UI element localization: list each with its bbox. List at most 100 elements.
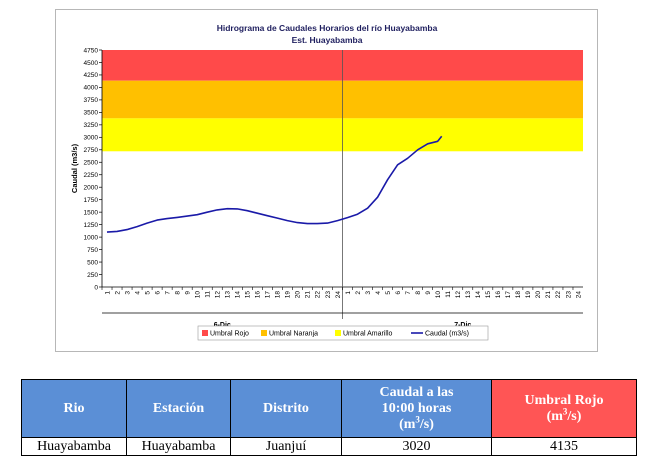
x-tick-label: 2 — [355, 291, 362, 295]
y-tick-label: 750 — [87, 247, 98, 254]
chart-legend: Umbral Rojo Umbral Naranja Umbral Amarillo… — [197, 325, 489, 341]
x-tick-label: 5 — [144, 291, 151, 295]
x-tick-label: 13 — [465, 291, 472, 299]
y-axis-label: Caudal (m3/s) — [70, 143, 79, 193]
header-caudal-line1: Caudal a las — [379, 384, 454, 400]
x-tick-label: 1 — [104, 291, 111, 295]
x-tick-label: 17 — [505, 291, 512, 299]
legend-label: Umbral Rojo — [210, 331, 249, 338]
y-tick-label: 1500 — [84, 209, 99, 216]
legend-label: Umbral Naranja — [269, 331, 318, 338]
chart-title: Hidrograma de Caudales Horarios del río … — [217, 23, 438, 33]
header-caudal: Caudal a las 10:00 horas (m3/s) — [341, 379, 492, 438]
x-tick-label: 19 — [285, 291, 292, 299]
x-tick-label: 20 — [295, 291, 302, 299]
x-tick-label: 2 — [114, 291, 121, 295]
x-tick-label: 6 — [154, 291, 161, 295]
y-tick-label: 2000 — [84, 185, 99, 192]
x-tick-label: 6 — [395, 291, 402, 295]
y-tick-label: 250 — [87, 272, 98, 279]
x-tick-label: 9 — [425, 291, 432, 295]
day-labels: 6-Dic 7-Dic — [214, 322, 472, 329]
y-tick-label: 1750 — [84, 197, 99, 204]
station-table: Rio Estación Distrito Caudal a las 10:00… — [21, 379, 637, 456]
header-caudal-unit-pre: (m — [399, 416, 416, 432]
x-tick-label: 24 — [575, 291, 582, 299]
x-tick-label: 7 — [164, 291, 171, 295]
x-tick-label: 14 — [235, 291, 242, 299]
x-tick-label: 18 — [515, 291, 522, 299]
x-tick-label: 1 — [345, 291, 352, 295]
x-tick-label: 23 — [325, 291, 332, 299]
y-tick-label: 3500 — [84, 110, 99, 117]
legend-label: Caudal (m3/s) — [425, 331, 469, 338]
y-tick-label: 2500 — [84, 160, 99, 167]
x-tick-label: 10 — [435, 291, 442, 299]
x-tick-label: 22 — [555, 291, 562, 299]
x-tick-label: 10 — [194, 291, 201, 299]
legend-label: Umbral Amarillo — [343, 331, 393, 338]
header-caudal-unit-post: /s) — [419, 416, 434, 432]
x-tick-label: 19 — [525, 291, 532, 299]
x-tick-label: 23 — [565, 291, 572, 299]
header-caudal-unit-sup: 3 — [415, 413, 420, 424]
x-tick-label: 12 — [215, 291, 222, 299]
x-tick-label: 8 — [415, 291, 422, 295]
x-tick-label: 20 — [535, 291, 542, 299]
cell-rio: Huayabamba — [21, 437, 127, 456]
legend-swatch — [202, 330, 208, 336]
y-tick-label: 500 — [87, 259, 98, 266]
header-umbral-unit-pre: (m — [546, 408, 563, 424]
y-tick-label: 2750 — [84, 147, 99, 154]
legend-box — [197, 325, 489, 341]
x-tick-label: 17 — [265, 291, 272, 299]
x-tick-label: 3 — [124, 291, 131, 295]
x-tick-label: 4 — [375, 291, 382, 295]
y-tick-label: 0 — [94, 284, 98, 291]
x-tick-label: 21 — [545, 291, 552, 299]
y-tick-labels: 0 250 500 750 1000 1250 1500 1750 2000 2250 2500 27… — [84, 47, 102, 291]
y-tick-label: 1000 — [84, 234, 99, 241]
y-tick-label: 3000 — [84, 135, 99, 142]
x-tick-label: 15 — [245, 291, 252, 299]
x-tick-label: 4 — [134, 291, 141, 295]
cell-distrito: Juanjuí — [230, 437, 342, 456]
chart-subtitle: Est. Huayabamba — [292, 35, 363, 45]
cell-umbral: 4135 — [491, 437, 637, 456]
x-tick-label: 12 — [455, 291, 462, 299]
x-tick-label: 7 — [405, 291, 412, 295]
legend-swatch — [261, 330, 267, 336]
cell-caudal: 3020 — [341, 437, 492, 456]
series-line-caudal — [106, 135, 443, 233]
y-tick-label: 4500 — [84, 60, 99, 67]
table-header-row: Rio Estación Distrito Caudal a las 10:00… — [21, 379, 637, 438]
legend-swatch — [335, 330, 341, 336]
x-tick-label: 3 — [365, 291, 372, 295]
hydrograph-chart: Hidrograma de Caudales Horarios del río … — [55, 9, 598, 352]
x-tick-label: 22 — [315, 291, 322, 299]
y-tick-label: 3250 — [84, 122, 99, 129]
header-rio: Rio — [21, 379, 127, 438]
header-umbral-unit-post: /s) — [567, 408, 582, 424]
x-tick-label: 18 — [275, 291, 282, 299]
cell-estacion: Huayabamba — [126, 437, 231, 456]
y-tick-label: 4750 — [84, 47, 99, 54]
x-tick-label: 11 — [445, 291, 452, 298]
table-row: Huayabamba Huayabamba Juanjuí 3020 4135 — [21, 437, 637, 456]
day-label: 6-Dic — [214, 322, 231, 329]
x-tick-label: 9 — [184, 291, 191, 295]
y-tick-label: 4250 — [84, 72, 99, 79]
x-tick-label: 8 — [174, 291, 181, 295]
x-tick-label: 11 — [205, 291, 212, 298]
x-tick-labels: 1 2 3 4 5 6 7 8 9 10 11 12 13 14 15 16 17 18 19 20 21 22 23 24 1… — [101, 287, 582, 299]
header-umbral-line1: Umbral Rojo — [524, 392, 604, 408]
y-tick-label: 4000 — [84, 85, 99, 92]
x-tick-label: 15 — [485, 291, 492, 299]
header-distrito: Distrito — [230, 379, 342, 438]
day-label: 7-Dic — [454, 322, 471, 329]
series-group — [106, 135, 443, 233]
x-tick-label: 5 — [385, 291, 392, 295]
header-caudal-line2: 10:00 horas — [381, 400, 452, 416]
header-umbral-unit-sup: 3 — [562, 405, 568, 416]
header-umbral-rojo: Umbral Rojo (m3/s) — [491, 379, 637, 438]
